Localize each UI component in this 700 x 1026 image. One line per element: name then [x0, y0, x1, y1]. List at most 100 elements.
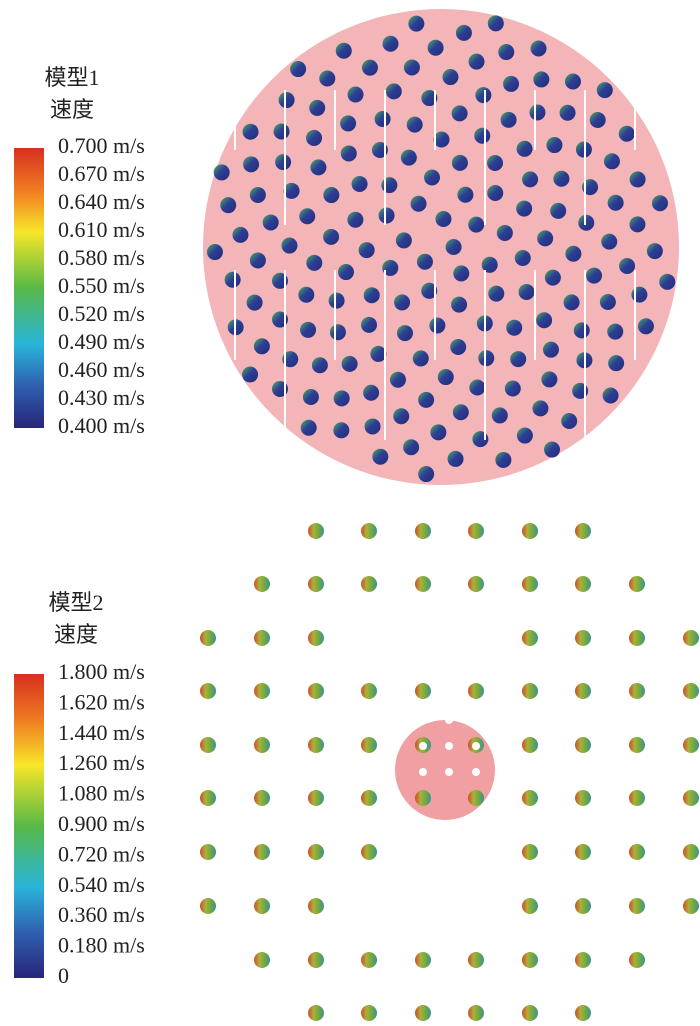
tube	[445, 239, 462, 255]
domain-2	[395, 720, 495, 820]
tube	[496, 224, 513, 241]
colorbar	[14, 674, 44, 978]
tube	[254, 576, 270, 592]
tube	[232, 226, 249, 243]
tube	[283, 182, 300, 199]
tube	[478, 350, 495, 367]
tube	[469, 379, 486, 396]
tube	[585, 267, 602, 284]
tube	[468, 523, 484, 539]
tube	[254, 683, 270, 699]
tube	[629, 576, 645, 592]
tube	[495, 451, 512, 468]
tube	[224, 271, 241, 288]
tube	[683, 898, 699, 914]
tube	[589, 111, 606, 128]
tube	[522, 576, 538, 592]
legend-label: 0.700 m/s	[58, 133, 145, 158]
legend-subtitle: 速度	[50, 97, 94, 122]
tube	[378, 207, 395, 224]
tube	[206, 244, 223, 261]
tube	[550, 202, 567, 219]
tube	[575, 1005, 591, 1021]
tube	[514, 249, 531, 266]
tube	[372, 448, 389, 465]
tube	[347, 211, 364, 228]
tube	[351, 175, 368, 192]
tube	[573, 322, 590, 339]
tube	[282, 351, 299, 368]
tube	[275, 154, 292, 171]
tube	[522, 171, 539, 188]
legend-label: 0.550 m/s	[58, 273, 145, 298]
tube	[683, 790, 699, 806]
tube	[575, 576, 591, 592]
tube	[629, 737, 645, 753]
tube	[500, 111, 517, 128]
tube	[300, 419, 317, 436]
tube	[565, 245, 582, 262]
tube	[361, 737, 377, 753]
tube	[575, 737, 591, 753]
tube	[213, 164, 230, 181]
tube	[423, 169, 440, 186]
legend-title: 模型2	[48, 590, 103, 615]
tube	[542, 341, 559, 358]
tube	[433, 131, 450, 148]
tube	[400, 149, 417, 166]
tube	[361, 59, 378, 76]
tube	[631, 286, 648, 303]
tube-group-1	[206, 15, 676, 483]
tube	[333, 390, 350, 407]
tube	[323, 228, 340, 245]
tube	[308, 898, 324, 914]
tube	[532, 400, 549, 417]
hole	[445, 716, 453, 724]
legend-label: 0.670 m/s	[58, 161, 145, 186]
tube	[564, 73, 581, 90]
tube	[607, 194, 624, 211]
tube	[408, 15, 425, 32]
tube	[516, 200, 533, 217]
legend-label: 1.620 m/s	[58, 689, 145, 714]
legend-label: 1.080 m/s	[58, 781, 145, 806]
tube	[361, 1005, 377, 1021]
tube	[522, 523, 538, 539]
tube	[450, 338, 467, 355]
tube	[510, 351, 527, 368]
tube	[306, 129, 323, 146]
tube	[618, 125, 635, 142]
tube	[544, 441, 561, 458]
tube	[361, 790, 377, 806]
tube	[506, 319, 523, 336]
tube	[487, 185, 504, 202]
tube	[200, 844, 216, 860]
tube	[337, 264, 354, 281]
tube	[629, 790, 645, 806]
tube	[522, 737, 538, 753]
colorbar	[14, 148, 44, 428]
tube	[575, 790, 591, 806]
tube	[381, 177, 398, 194]
tube	[437, 369, 454, 386]
tube	[249, 252, 266, 269]
tube	[427, 39, 444, 56]
tube	[629, 844, 645, 860]
tube	[308, 1005, 324, 1021]
tube	[637, 318, 654, 335]
tube	[651, 195, 668, 212]
hole	[472, 768, 480, 776]
tube	[363, 384, 380, 401]
legend-label: 1.440 m/s	[58, 720, 145, 745]
tube	[200, 790, 216, 806]
tube	[308, 576, 324, 592]
tube	[491, 407, 508, 424]
tube	[421, 282, 438, 299]
tube	[341, 355, 358, 372]
tube	[430, 424, 447, 441]
tube	[468, 683, 484, 699]
tube	[278, 92, 295, 109]
tube	[601, 233, 618, 250]
tube	[281, 237, 298, 254]
tube	[575, 523, 591, 539]
